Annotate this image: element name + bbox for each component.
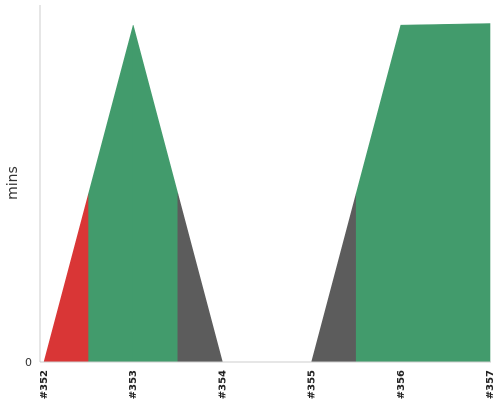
x-tick-label-352: #352 — [39, 370, 50, 399]
y-tick-label-0: 0 — [25, 356, 32, 369]
y-axis-label: mins — [5, 166, 21, 200]
area-segment-failed-0 — [43, 193, 89, 363]
area-segment-aborted-4 — [311, 193, 357, 363]
x-axis-ticks: #352 #353 #354 #355 #356 #357 — [39, 370, 496, 399]
x-tick-label-353: #353 — [128, 370, 139, 399]
area-segment-aborted-3 — [177, 193, 223, 363]
area-segment-success-2 — [132, 25, 179, 363]
x-tick-label-355: #355 — [307, 370, 318, 399]
x-tick-label-354: #354 — [217, 370, 228, 399]
area-segment-success-1 — [88, 25, 134, 363]
x-tick-label-357: #357 — [485, 370, 496, 399]
area-series — [43, 23, 491, 363]
area-segment-success-5 — [355, 25, 402, 363]
x-tick-label-356: #356 — [396, 370, 407, 399]
area-segment-success-6 — [400, 23, 491, 363]
